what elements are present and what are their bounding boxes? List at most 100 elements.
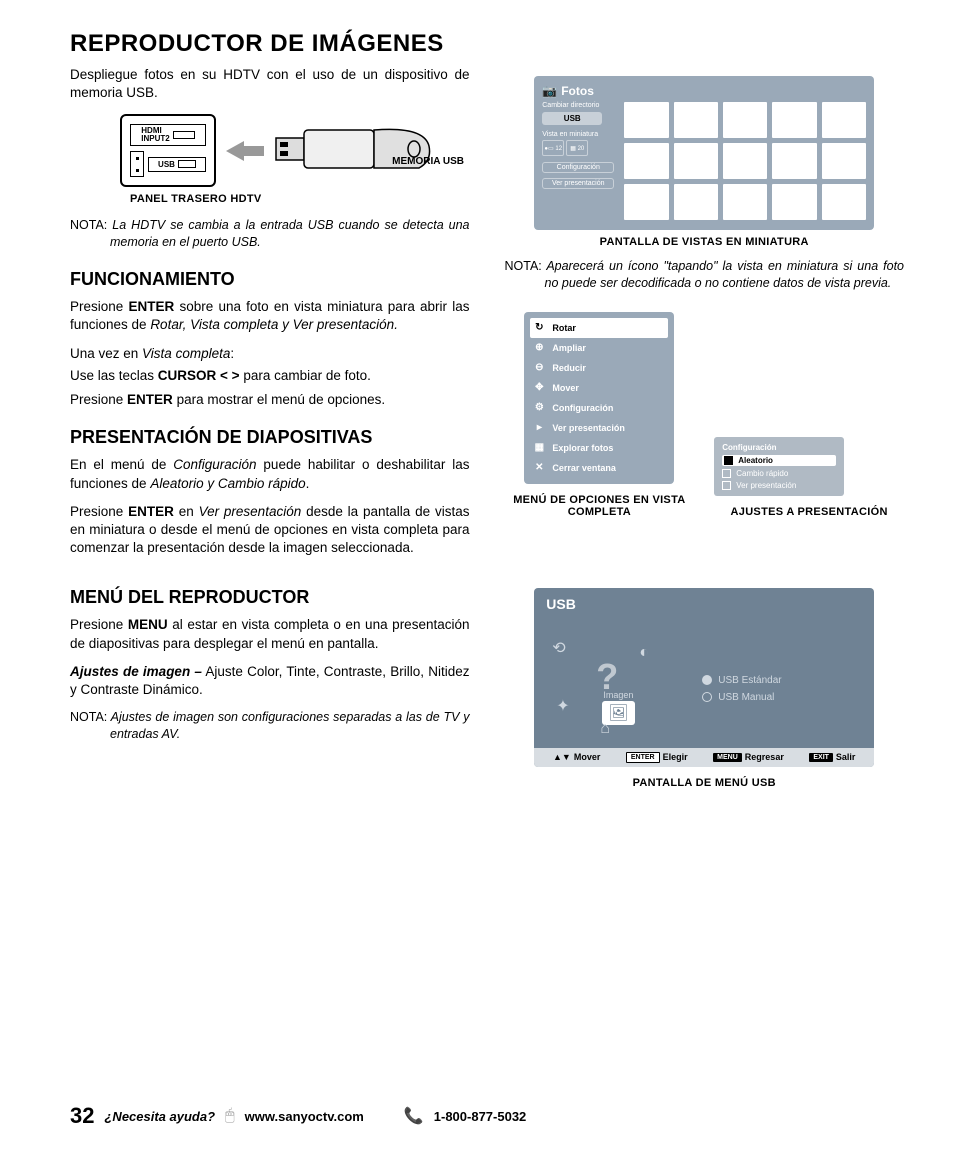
move-icon: ✥ [532, 381, 546, 395]
thumb-view-12: ●▭ 12 [542, 140, 564, 156]
side-config-btn: Configuración [542, 162, 614, 173]
opt-explorar: ▦Explorar fotos [530, 438, 668, 458]
thumb-cell [624, 143, 668, 179]
opt-cerrar: ✕Cerrar ventana [530, 458, 668, 478]
memory-usb-label: MEMORIA USB [392, 156, 464, 168]
hdtv-panel-box: HDMI INPUT2 USB [120, 114, 216, 187]
usb-diagram: HDMI INPUT2 USB [120, 114, 470, 187]
usb-wheel: ? ⟲ ◐ Imagen🖼 ✦ ⌂ [544, 620, 694, 740]
wheel-icon-4: ⌂ [600, 720, 610, 738]
usb-menu-screen: USB ? ⟲ ◐ Imagen🖼 ✦ ⌂ USB Estándar USB M… [534, 588, 874, 767]
fotos-label: Fotos [561, 84, 594, 98]
radio-icon [702, 692, 712, 702]
opt-ampliar: ⊕Ampliar [530, 338, 668, 358]
bar-regresar: MENURegresar [713, 752, 784, 762]
settings-title: Configuración [722, 443, 836, 452]
opt-mover: ✥Mover [530, 378, 668, 398]
thumb-cell [624, 184, 668, 220]
menu-p1: Presione MENU al estar en vista completa… [70, 616, 470, 652]
grid-icon: ▦ [532, 441, 546, 455]
opt-rotar: ↻Rotar [530, 318, 668, 338]
usb-menu-bar: ▲▼Mover ENTERElegir MENURegresar EXITSal… [534, 748, 874, 767]
close-icon: ✕ [532, 461, 546, 475]
bar-elegir: ENTERElegir [626, 752, 688, 763]
note-usb-auto: NOTA: La HDTV se cambia a la entrada USB… [70, 217, 470, 251]
thumb-cell [772, 143, 816, 179]
page-number: 32 [70, 1103, 94, 1129]
opt-reducir: ⊖Reducir [530, 358, 668, 378]
updown-icon: ▲▼ [553, 752, 571, 762]
thumbnail-screen: 📷 Fotos Cambiar directorio USB Vista en … [534, 76, 874, 230]
usb-menu-caption: PANTALLA DE MENÚ USB [505, 777, 905, 789]
page-footer: 32 ¿Necesita ayuda? 🖱 www.sanyoctv.com 📞… [70, 1103, 904, 1129]
imagen-label: Imagen [603, 690, 633, 700]
footer-phone: 1-800-877-5032 [434, 1109, 527, 1124]
bar-salir: EXITSalir [809, 752, 855, 762]
func-p4: Presione ENTER para mostrar el menú de o… [70, 391, 470, 409]
thumb-cell [772, 102, 816, 138]
thumb-cell [723, 102, 767, 138]
opt-ver-pres: ▸Ver presentación [530, 418, 668, 438]
usb-icon [130, 151, 144, 177]
gear-icon: ⚙ [532, 401, 546, 415]
left-column: Despliegue fotos en su HDTV con el uso d… [70, 66, 470, 789]
heading-presentacion: PRESENTACIÓN DE DIAPOSITIVAS [70, 427, 470, 448]
thumb-cell [822, 143, 866, 179]
thumb-cell [674, 102, 718, 138]
thumb-cell [772, 184, 816, 220]
thumb-cell [624, 102, 668, 138]
hdmi-port: HDMI INPUT2 [130, 124, 206, 146]
camera-icon: 📷 [542, 84, 557, 98]
note-ajustes: NOTA: Ajustes de imagen son configuracio… [70, 709, 470, 743]
options-menu: ↻Rotar ⊕Ampliar ⊖Reducir ✥Mover ⚙Configu… [524, 312, 674, 484]
settings-caption: AJUSTES A PRESENTACIÓN [714, 506, 904, 518]
panel-caption: PANEL TRASERO HDTV [130, 193, 470, 205]
usb-port: USB [148, 157, 206, 172]
opt-config: ⚙Configuración [530, 398, 668, 418]
wheel-icon-3: ✦ [556, 696, 569, 716]
phone-icon: 📞 [404, 1106, 424, 1126]
thumb-cell [674, 143, 718, 179]
pres-p2: Presione ENTER en Ver presentación desde… [70, 503, 470, 558]
thumbnail-grid [624, 102, 866, 220]
mouse-icon: 🖱 [225, 1107, 235, 1125]
wheel-icon-1: ⟲ [552, 638, 565, 658]
wheel-icon-2: ◐ [639, 644, 649, 662]
pres-p1: En el menú de Configuración puede habili… [70, 456, 470, 492]
arrow-icon [226, 141, 264, 161]
usb-opt-estandar: USB Estándar [702, 675, 864, 686]
heading-menu-reproductor: MENÚ DEL REPRODUCTOR [70, 587, 470, 608]
settings-box: Configuración Aleatorio Cambio rápido Ve… [714, 437, 844, 496]
note-thumbnail: NOTA: Aparecerá un ícono "tapando" la vi… [505, 258, 905, 292]
set-cambio: Cambio rápido [722, 469, 836, 478]
play-icon: ▸ [532, 421, 546, 435]
usb-menu-title: USB [534, 588, 874, 616]
menu-p2: Ajustes de imagen – Ajuste Color, Tinte,… [70, 663, 470, 699]
options-caption: MENÚ DE OPCIONES EN VISTA COMPLETA [505, 494, 695, 518]
zoom-in-icon: ⊕ [532, 341, 546, 355]
thumb-cell [822, 184, 866, 220]
usb-opt-manual: USB Manual [702, 692, 864, 703]
func-p2: Una vez en Vista completa: [70, 345, 470, 363]
radio-icon [702, 675, 712, 685]
thumb-cell [822, 102, 866, 138]
thumb-cell [723, 184, 767, 220]
thumb-view-20: ▦ 20 [566, 140, 588, 156]
func-p1: Presione ENTER sobre una foto en vista m… [70, 298, 470, 334]
side-view-label: Vista en miniatura [542, 131, 620, 139]
bar-mover: ▲▼Mover [553, 752, 600, 762]
heading-funcionamiento: FUNCIONAMIENTO [70, 269, 470, 290]
side-slideshow-btn: Ver presentación [542, 178, 614, 189]
set-aleatorio: Aleatorio [722, 455, 836, 466]
footer-url: www.sanyoctv.com [245, 1109, 364, 1124]
thumb-cell [674, 184, 718, 220]
rotate-icon: ↻ [532, 321, 546, 335]
intro-text: Despliegue fotos en su HDTV con el uso d… [70, 66, 470, 102]
right-column: 📷 Fotos Cambiar directorio USB Vista en … [505, 66, 905, 789]
zoom-out-icon: ⊖ [532, 361, 546, 375]
side-usb-btn: USB [542, 112, 602, 125]
page-title: REPRODUCTOR DE IMÁGENES [70, 30, 904, 58]
set-ver-pres: Ver presentación [722, 481, 836, 490]
help-question: ¿Necesita ayuda? [104, 1109, 215, 1124]
side-change-dir: Cambiar directorio [542, 102, 620, 110]
